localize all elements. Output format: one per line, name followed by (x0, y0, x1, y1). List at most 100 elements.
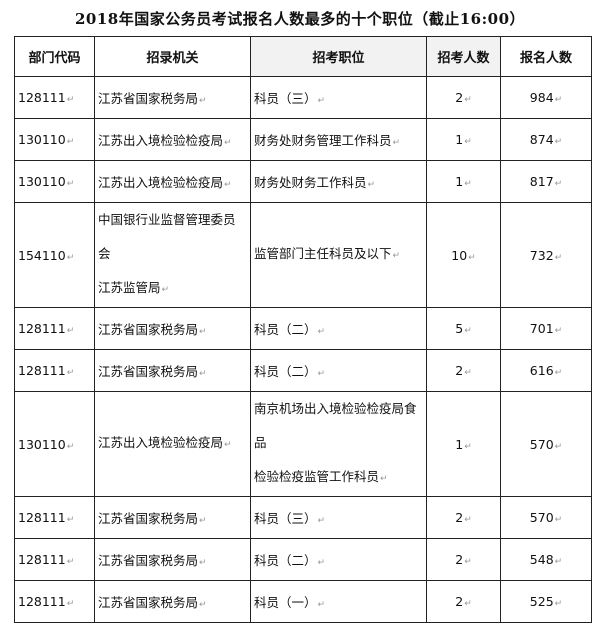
cell-quota: 1↵ (426, 160, 501, 203)
cell-dept-code: 128111↵ (14, 307, 95, 350)
cell-position-text: 财务处财务工作科员 (254, 175, 367, 190)
paragraph-mark-icon: ↵ (317, 600, 326, 610)
cell-applicants: 525↵ (500, 580, 592, 623)
cell-applicants: 874↵ (500, 118, 592, 161)
header-position: 招考职位 (250, 36, 427, 77)
paragraph-mark-icon: ↵ (317, 558, 326, 568)
table-row: 154110↵ 中国银行业监督管理委员会 江苏监管局↵ 监管部门主任科员及以下↵ 10↵… (14, 202, 592, 308)
paragraph-mark-icon: ↵ (554, 137, 563, 147)
paragraph-mark-icon: ↵ (464, 441, 472, 452)
cell-applicants: 570↵ (500, 496, 592, 539)
cell-dept-code-text: 128111 (18, 363, 66, 378)
cell-quota: 2↵ (426, 496, 501, 539)
cell-agency: 江苏出入境检验检疫局↵ (94, 118, 251, 161)
cell-agency-text: 江苏监管局 (98, 280, 161, 295)
cell-dept-code-text: 128111 (18, 90, 66, 105)
paragraph-mark-icon: ↵ (66, 326, 75, 336)
header-applicants: 报名人数 (500, 36, 592, 77)
paragraph-mark-icon: ↵ (66, 441, 75, 452)
cell-dept-code: 128111↵ (14, 580, 95, 623)
cell-agency: 江苏省国家税务局↵ (94, 580, 251, 623)
cell-applicants: 701↵ (500, 307, 592, 350)
paragraph-mark-icon: ↵ (161, 285, 170, 295)
paragraph-mark-icon: ↵ (392, 138, 401, 148)
cell-applicants: 984↵ (500, 76, 592, 119)
paragraph-mark-icon: ↵ (554, 95, 563, 105)
cell-position: 科员（二）↵ (250, 349, 427, 392)
cell-position: 财务处财务工作科员↵ (250, 160, 427, 203)
cell-position-text: 科员（一） (254, 595, 317, 610)
cell-quota: 5↵ (426, 307, 501, 350)
cell-dept-code-text: 128111 (18, 510, 66, 525)
cell-position-text: 科员（二） (254, 322, 317, 337)
table-row: 130110↵ 江苏出入境检验检疫局↵ 财务处财务管理工作科员↵ 1↵ 874↵ (14, 118, 592, 161)
paragraph-mark-icon: ↵ (199, 600, 207, 610)
paragraph-mark-icon: ↵ (317, 327, 326, 337)
cell-applicants-text: 616 (529, 363, 554, 378)
paragraph-mark-icon: ↵ (464, 557, 472, 567)
cell-dept-code: 128111↵ (14, 538, 95, 581)
cell-quota-text: 2 (455, 90, 464, 105)
paragraph-mark-icon: ↵ (224, 138, 232, 148)
cell-agency: 江苏省国家税务局↵ (94, 307, 251, 350)
cell-applicants-text: 874 (529, 132, 554, 147)
cell-agency-text: 江苏省国家税务局 (98, 322, 199, 337)
cell-position: 科员（三）↵ (250, 496, 427, 539)
paragraph-mark-icon: ↵ (66, 515, 75, 525)
cell-quota-text: 2 (455, 363, 464, 378)
paragraph-mark-icon: ↵ (554, 557, 563, 567)
cell-agency-text: 江苏出入境检验检疫局 (98, 175, 224, 190)
cell-dept-code: 128111↵ (14, 349, 95, 392)
document-title: 2018年国家公务员考试报名人数最多的十个职位（截止16:00） (74, 10, 526, 28)
paragraph-mark-icon: ↵ (554, 179, 563, 189)
cell-position-text: 科员（二） (254, 364, 317, 379)
paragraph-mark-icon: ↵ (464, 326, 472, 336)
cell-quota-text: 5 (455, 321, 464, 336)
cell-applicants: 570↵ (500, 391, 592, 497)
paragraph-mark-icon: ↵ (199, 369, 207, 379)
paragraph-mark-icon: ↵ (380, 474, 388, 484)
header-quota: 招考人数 (426, 36, 501, 77)
cell-applicants: 616↵ (500, 349, 592, 392)
cell-dept-code-text: 128111 (18, 552, 66, 567)
paragraph-mark-icon: ↵ (317, 369, 326, 379)
cell-position-text: 南京机场出入境检验检疫局食品 (254, 401, 417, 450)
cell-dept-code: 154110↵ (14, 202, 95, 308)
paragraph-mark-icon: ↵ (468, 252, 476, 263)
cell-quota: 1↵ (426, 391, 501, 497)
paragraph-mark-icon: ↵ (224, 440, 232, 450)
cell-quota: 2↵ (426, 76, 501, 119)
paragraph-mark-icon: ↵ (66, 368, 75, 378)
cell-applicants: 732↵ (500, 202, 592, 308)
paragraph-mark-icon: ↵ (66, 599, 75, 609)
cell-applicants-text: 984 (529, 90, 554, 105)
paragraph-mark-icon: ↵ (66, 95, 75, 105)
cell-dept-code-text: 128111 (18, 321, 66, 336)
paragraph-mark-icon: ↵ (66, 179, 75, 189)
table-row: 128111↵ 江苏省国家税务局↵ 科员（二）↵ 2↵ 616↵ (14, 349, 592, 392)
cell-quota: 2↵ (426, 580, 501, 623)
cell-dept-code-text: 130110 (18, 132, 66, 147)
cell-quota: 1↵ (426, 118, 501, 161)
cell-position: 科员（二）↵ (250, 538, 427, 581)
paragraph-mark-icon: ↵ (367, 180, 376, 190)
cell-applicants-text: 570 (529, 510, 554, 525)
cell-dept-code-text: 128111 (18, 594, 66, 609)
cell-agency-text: 中国银行业监督管理委员会 (98, 212, 236, 261)
paragraph-mark-icon: ↵ (464, 137, 472, 147)
cell-position-text: 监管部门主任科员及以下 (254, 246, 392, 261)
cell-quota: 10↵ (426, 202, 501, 308)
cell-agency-text: 江苏省国家税务局 (98, 511, 199, 526)
cell-quota-text: 10 (451, 247, 468, 263)
cell-quota: 2↵ (426, 349, 501, 392)
cell-agency: 江苏省国家税务局↵ (94, 349, 251, 392)
paragraph-mark-icon: ↵ (464, 515, 472, 525)
table-row: 128111↵ 江苏省国家税务局↵ 科员（三）↵ 2↵ 984↵ (14, 76, 592, 119)
cell-position-text: 科员（二） (254, 553, 317, 568)
cell-position: 财务处财务管理工作科员↵ (250, 118, 427, 161)
cell-agency: 江苏省国家税务局↵ (94, 538, 251, 581)
cell-position: 南京机场出入境检验检疫局食品 检验检疫监管工作科员↵ (250, 391, 427, 497)
paragraph-mark-icon: ↵ (554, 368, 563, 378)
paragraph-mark-icon: ↵ (554, 326, 563, 336)
paragraph-mark-icon: ↵ (554, 441, 563, 452)
